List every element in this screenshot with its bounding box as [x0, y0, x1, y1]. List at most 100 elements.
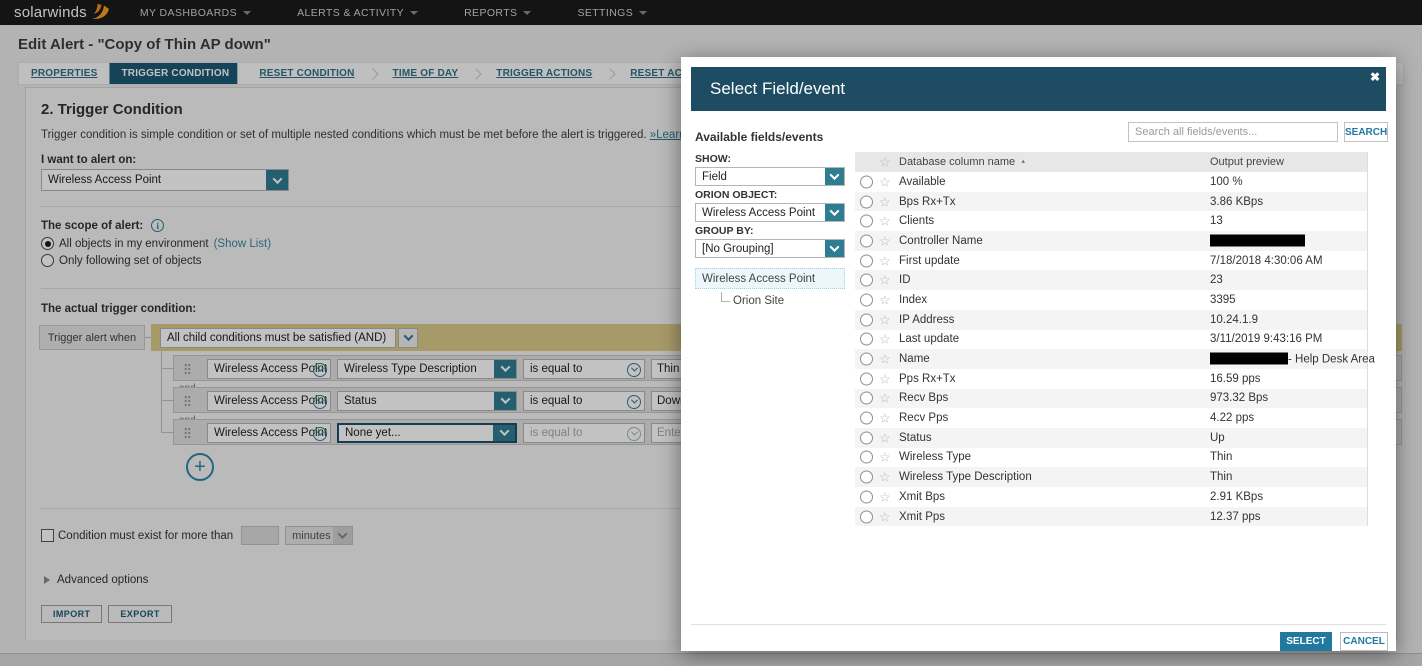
alert-on-select[interactable]: Wireless Access Point	[41, 169, 289, 191]
field-radio[interactable]	[860, 372, 873, 386]
tree-item-wireless-access-point[interactable]: Wireless Access Point	[695, 268, 845, 289]
search-button[interactable]: SEARCH	[1344, 122, 1388, 142]
show-list-link[interactable]: (Show List)	[213, 237, 272, 250]
nav-item-reports[interactable]: REPORTS	[464, 7, 532, 19]
chevron-down-icon[interactable]	[825, 204, 844, 221]
nav-item-my-dashboards[interactable]: MY DASHBOARDS	[140, 7, 252, 19]
tree-item-orion-site[interactable]: Orion Site	[719, 292, 845, 307]
star-icon[interactable]: ☆	[879, 272, 891, 288]
condition-object-select[interactable]: Wireless Access Point	[207, 390, 331, 411]
field-row[interactable]: ☆ Wireless Type Thin	[855, 448, 1367, 468]
field-row[interactable]: ☆ Xmit Bps 2.91 KBps	[855, 487, 1367, 507]
field-row[interactable]: ☆ Last update 3/11/2019 9:43:16 PM	[855, 330, 1367, 350]
column-header-name[interactable]: Database column name ▲	[899, 156, 1027, 168]
add-condition-button[interactable]: +	[186, 453, 214, 481]
field-radio[interactable]	[860, 391, 873, 405]
field-radio[interactable]	[860, 332, 873, 346]
condition-operator-select[interactable]: is equal to	[523, 358, 645, 379]
field-radio[interactable]	[860, 273, 873, 287]
star-icon[interactable]: ☆	[879, 351, 891, 367]
select-button[interactable]: SELECT	[1280, 632, 1332, 651]
star-icon[interactable]: ☆	[879, 469, 891, 485]
field-radio[interactable]	[860, 510, 873, 524]
field-row[interactable]: ☆ Name - Help Desk Area	[855, 349, 1375, 369]
field-row[interactable]: ☆ Recv Pps 4.22 pps	[855, 408, 1367, 428]
star-icon[interactable]: ☆	[879, 331, 891, 347]
chevron-circle-icon[interactable]	[627, 362, 641, 377]
star-icon[interactable]: ☆	[879, 430, 891, 446]
tab-reset-condition[interactable]: RESET CONDITION	[259, 68, 355, 79]
chevron-down-icon[interactable]	[494, 359, 516, 378]
field-row[interactable]: ☆ Pps Rx+Tx 16.59 pps	[855, 369, 1367, 389]
star-icon[interactable]: ☆	[879, 233, 891, 249]
field-radio[interactable]	[860, 313, 873, 327]
close-icon[interactable]: ✖	[1369, 70, 1380, 84]
field-radio[interactable]	[860, 254, 873, 268]
chevron-down-icon[interactable]	[825, 168, 844, 185]
chevron-circle-icon[interactable]	[313, 362, 327, 377]
condition-object-select[interactable]: Wireless Access Point	[207, 422, 331, 443]
field-row[interactable]: ☆ IP Address 10.24.1.9	[855, 309, 1367, 330]
field-radio[interactable]	[860, 450, 873, 464]
drag-handle-icon[interactable]	[184, 363, 191, 375]
field-radio[interactable]	[860, 470, 873, 484]
field-radio[interactable]	[860, 195, 873, 209]
chevron-circle-icon[interactable]	[627, 394, 641, 409]
star-icon[interactable]: ☆	[879, 312, 891, 328]
field-row[interactable]: ☆ Bps Rx+Tx 3.86 KBps	[855, 191, 1367, 212]
field-radio[interactable]	[860, 175, 873, 189]
chevron-down-icon[interactable]	[494, 391, 516, 410]
condition-field-select[interactable]: Wireless Type Description	[337, 358, 517, 379]
field-radio[interactable]	[860, 352, 873, 366]
drag-handle-icon[interactable]	[184, 427, 191, 439]
field-row[interactable]: ☆ Controller Name	[855, 231, 1367, 251]
star-icon[interactable]: ☆	[879, 371, 891, 387]
field-radio[interactable]	[860, 411, 873, 425]
field-row[interactable]: ☆ Clients 13	[855, 211, 1367, 231]
field-radio[interactable]	[860, 431, 873, 445]
star-icon[interactable]: ☆	[879, 489, 891, 505]
star-icon[interactable]: ☆	[879, 410, 891, 426]
chevron-circle-icon[interactable]	[313, 394, 327, 409]
star-icon[interactable]: ☆	[879, 390, 891, 406]
info-icon[interactable]: i	[151, 219, 165, 232]
drag-handle-icon[interactable]	[184, 395, 191, 407]
field-row[interactable]: ☆ Xmit Pps 12.37 pps	[855, 506, 1367, 527]
chevron-down-icon[interactable]	[825, 240, 844, 257]
field-row[interactable]: ☆ Recv Bps 973.32 Bps	[855, 388, 1367, 409]
field-row[interactable]: ☆ Available 100 %	[855, 172, 1367, 192]
tab-time-of-day[interactable]: TIME OF DAY	[392, 68, 459, 79]
chevron-down-icon[interactable]	[493, 424, 515, 441]
condition-object-select[interactable]: Wireless Access Point	[207, 358, 331, 379]
field-row[interactable]: ☆ Index 3395	[855, 290, 1367, 310]
star-icon[interactable]: ☆	[879, 509, 891, 525]
tab-trigger-actions[interactable]: TRIGGER ACTIONS	[496, 68, 593, 79]
nav-item-alerts-activity[interactable]: ALERTS & ACTIVITY	[297, 7, 419, 19]
export-button[interactable]: EXPORT	[108, 605, 172, 623]
import-button[interactable]: IMPORT	[41, 605, 103, 623]
field-row[interactable]: ☆ ID 23	[855, 270, 1367, 291]
star-icon[interactable]: ☆	[879, 194, 891, 210]
tab-reset-actions[interactable]: RESET ACTIONS	[630, 68, 714, 79]
field-row[interactable]: ☆ Status Up	[855, 427, 1367, 448]
radio-only-set[interactable]	[41, 254, 54, 267]
field-radio[interactable]	[860, 214, 873, 228]
solarwinds-logo[interactable]: solarwinds	[14, 3, 110, 23]
star-icon[interactable]: ☆	[879, 253, 891, 269]
star-icon[interactable]: ☆	[879, 213, 891, 229]
show-select[interactable]: Field	[695, 167, 845, 186]
condition-field-select-focused[interactable]: None yet...	[337, 422, 517, 443]
field-radio[interactable]	[860, 293, 873, 307]
orion-object-select[interactable]: Wireless Access Point	[695, 203, 845, 222]
condition-logic-select[interactable]: All child conditions must be satisfied (…	[160, 327, 396, 348]
advanced-options-toggle[interactable]: Advanced options	[44, 574, 148, 586]
cancel-button[interactable]: CANCEL	[1340, 632, 1388, 651]
tab-properties[interactable]: PROPERTIES	[31, 68, 98, 79]
field-radio[interactable]	[860, 234, 873, 248]
condition-field-select[interactable]: Status	[337, 390, 517, 411]
nav-item-settings[interactable]: SETTINGS	[577, 7, 648, 19]
column-header-preview[interactable]: Output preview	[1210, 156, 1284, 168]
field-row[interactable]: ☆ Wireless Type Description Thin	[855, 467, 1367, 487]
chevron-down-icon[interactable]	[398, 327, 418, 348]
condition-exist-checkbox[interactable]	[41, 529, 54, 542]
